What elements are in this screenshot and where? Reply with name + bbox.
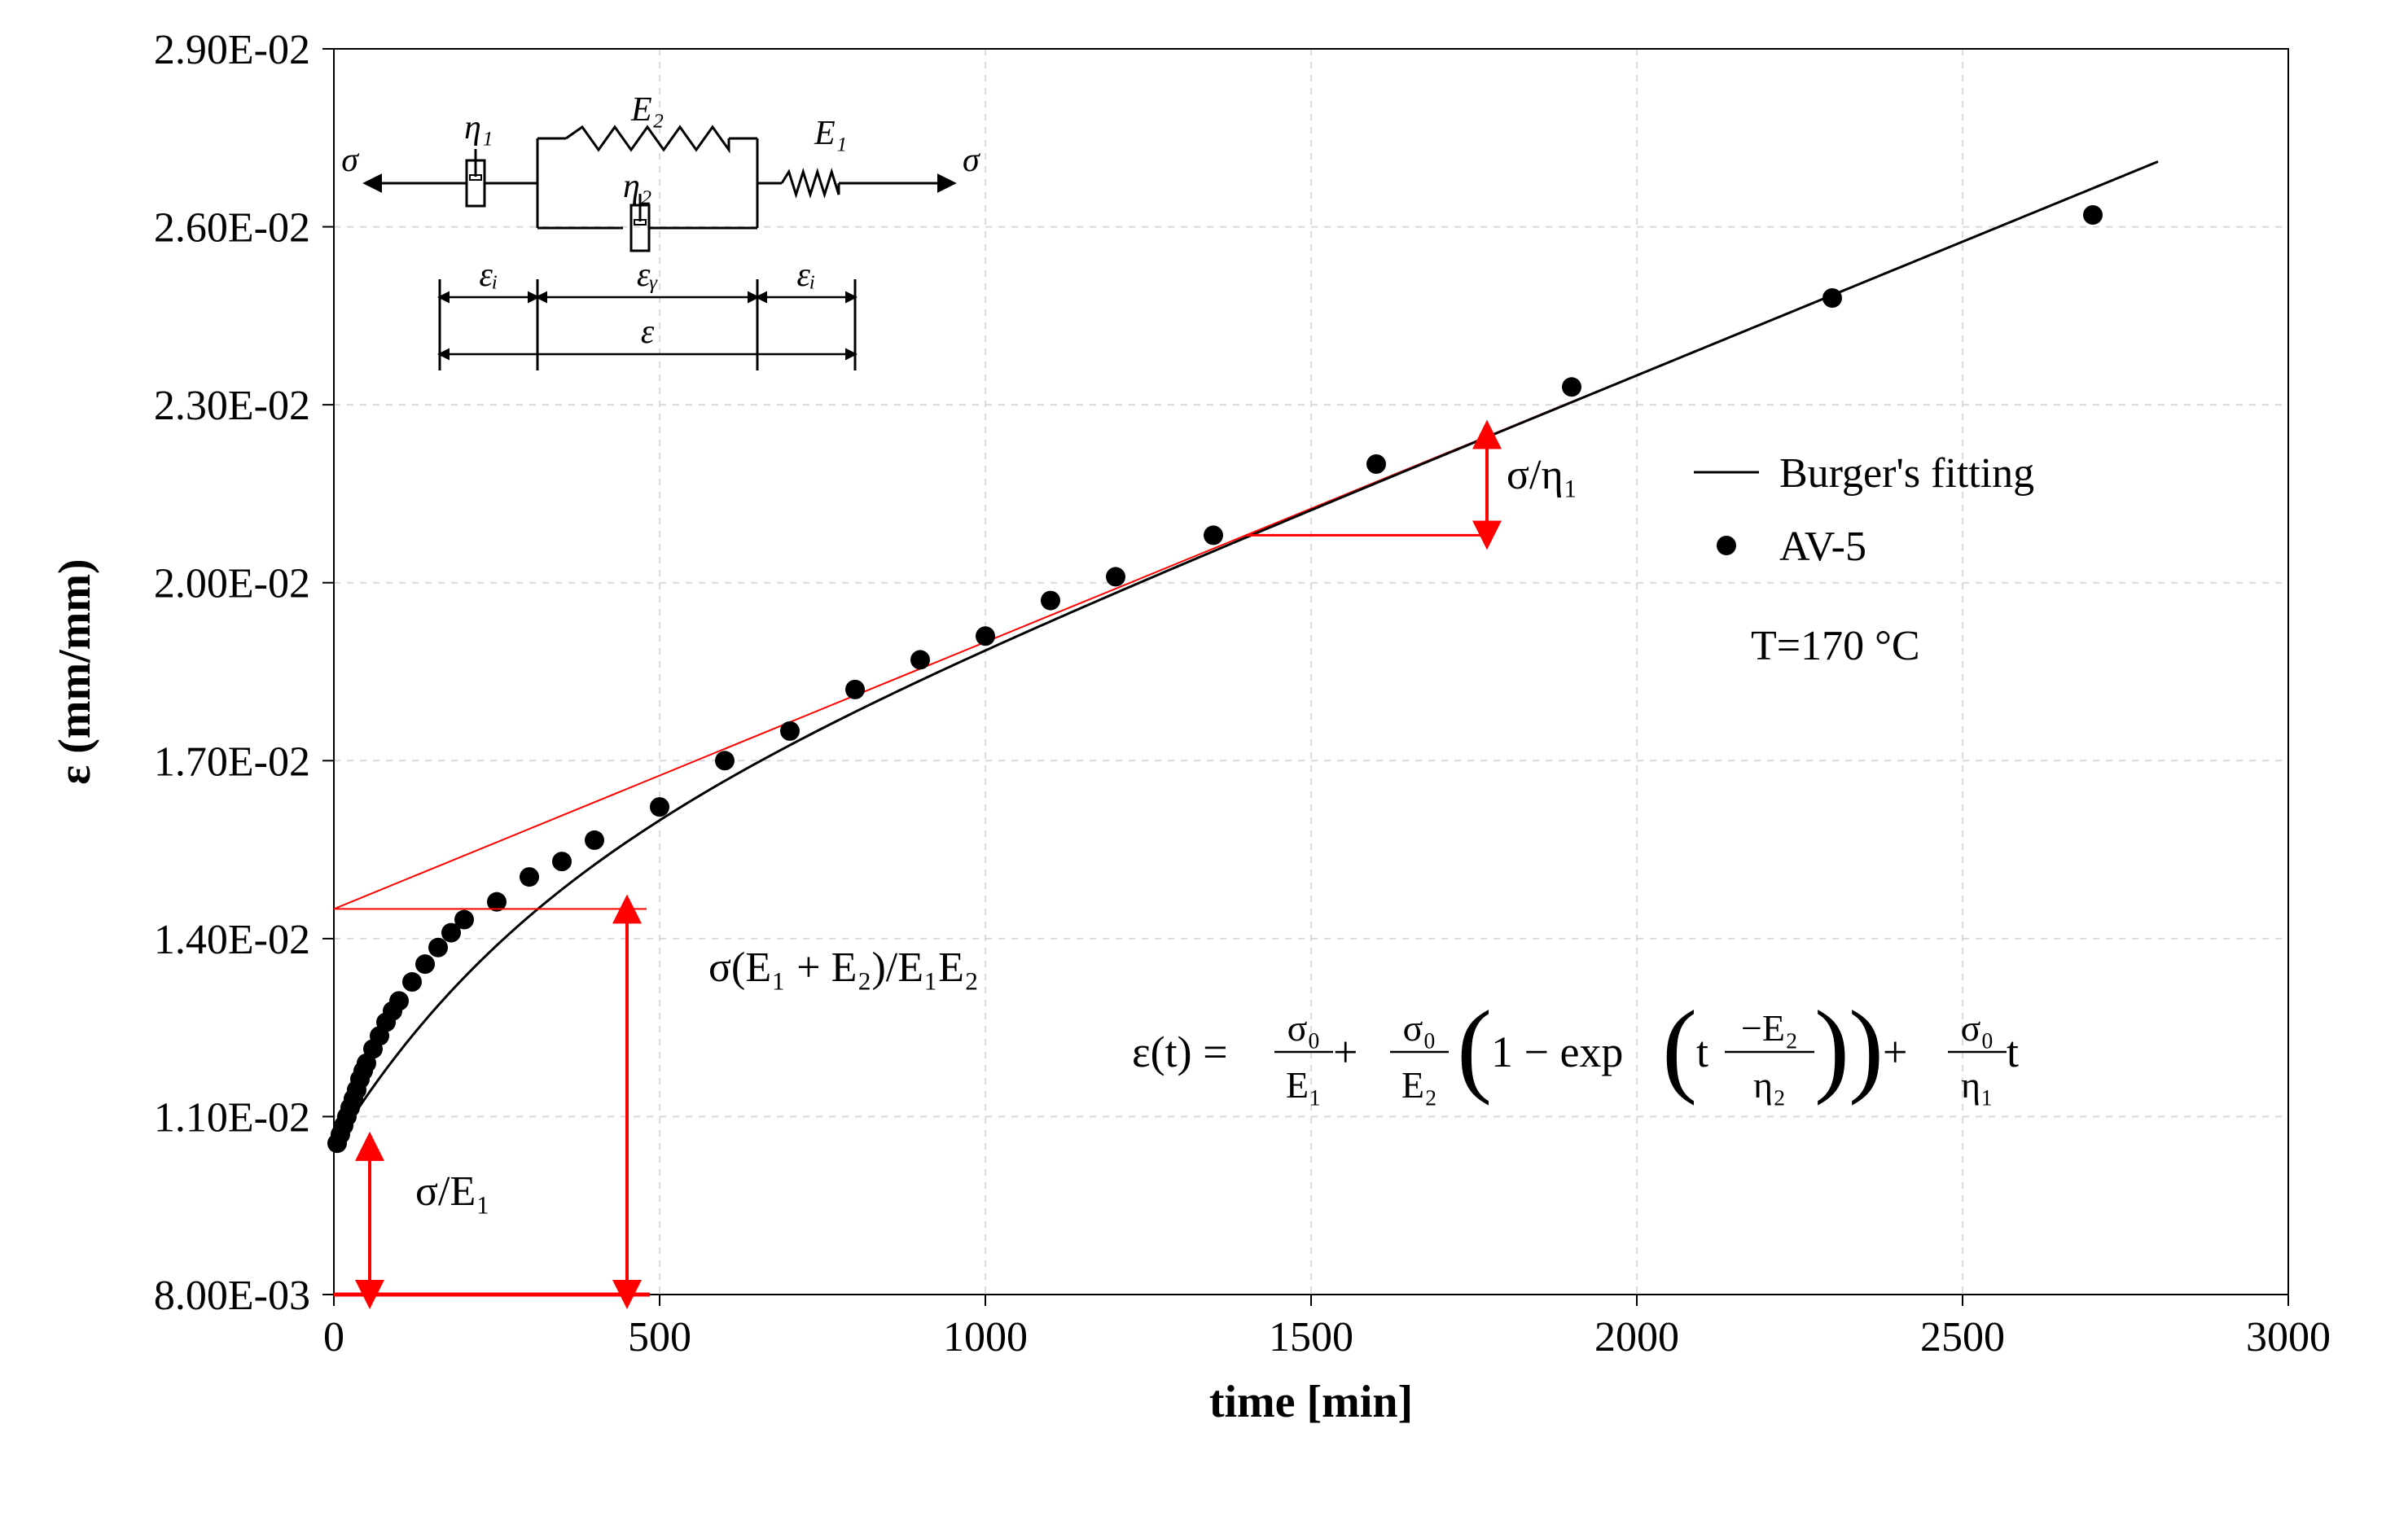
svg-text:+: +: [1883, 1027, 1907, 1076]
svg-text:E₁: E₁: [1286, 1064, 1322, 1106]
svg-text:t: t: [2007, 1027, 2019, 1076]
y-tick-label: 2.60E-02: [154, 205, 310, 252]
data-point: [976, 626, 995, 646]
x-tick-label: 1500: [1269, 1314, 1353, 1360]
creep-chart: 0 500 1000 1500 2000 2500 3000 8.00E-03 1.10E-02…: [0, 0, 2408, 1516]
data-point: [1204, 525, 1223, 545]
svg-text:σ₀: σ₀: [1287, 1007, 1321, 1049]
y-tick-label: 2.00E-02: [154, 561, 310, 607]
sigma-right-label: σ: [963, 142, 981, 179]
legend-label: AV-5: [1779, 524, 1866, 570]
data-point: [1562, 377, 1581, 397]
data-point: [1041, 591, 1060, 611]
eta2-label: η₂: [623, 168, 651, 205]
svg-text:εᵢ: εᵢ: [479, 256, 498, 294]
svg-text:σ₀: σ₀: [1403, 1007, 1436, 1049]
y-ticks: 8.00E-03 1.10E-02 1.40E-02 1.70E-02 2.00E-02…: [154, 27, 334, 1319]
sigma-e1e2-label: σ(E₁ + E₂)/E₁E₂: [708, 944, 979, 991]
data-point: [389, 991, 409, 1010]
data-point: [415, 954, 435, 974]
slope-label: σ/η₁: [1507, 452, 1578, 498]
data-point: [1106, 567, 1125, 586]
x-axis-title: time [min]: [1209, 1377, 1413, 1427]
data-point: [454, 910, 474, 930]
eta1-label: η₁: [464, 109, 493, 147]
data-point: [715, 751, 735, 770]
svg-text:1 − exp: 1 − exp: [1491, 1027, 1623, 1076]
svg-text:εᵧ: εᵧ: [637, 256, 659, 294]
e1-label: E₁: [814, 115, 847, 152]
svg-text:t: t: [1696, 1027, 1708, 1076]
data-point: [2083, 205, 2103, 225]
svg-text:η₂: η₂: [1753, 1064, 1786, 1106]
y-tick-label: 2.30E-02: [154, 383, 310, 429]
data-point: [845, 680, 865, 699]
svg-text:η₁: η₁: [1961, 1064, 1994, 1106]
sigma-left-label: σ: [341, 142, 360, 179]
legend-label: Burger's fitting: [1779, 450, 2034, 497]
x-tick-label: 2000: [1594, 1314, 1679, 1360]
sigma-over-e1-label: σ/E₁: [415, 1168, 490, 1215]
y-axis-title: ε (mm/mm): [50, 559, 100, 784]
svg-text:): ): [1814, 990, 1849, 1106]
data-point: [1366, 454, 1386, 474]
legend-temperature: T=170 °C: [1751, 623, 1920, 669]
y-tick-label: 1.10E-02: [154, 1094, 310, 1141]
svg-text:(: (: [1457, 990, 1492, 1106]
legend-marker-icon: [1717, 536, 1736, 555]
svg-text:): ): [1849, 990, 1884, 1106]
svg-text:+: +: [1333, 1027, 1358, 1076]
data-point: [428, 938, 448, 957]
svg-text:ε: ε: [641, 313, 655, 351]
svg-text:ε(t) =: ε(t) =: [1132, 1027, 1228, 1076]
x-tick-label: 500: [628, 1314, 691, 1360]
data-point: [402, 972, 422, 992]
svg-text:εᵢ: εᵢ: [796, 256, 815, 294]
svg-text:E₂: E₂: [1401, 1064, 1437, 1106]
y-tick-label: 2.90E-02: [154, 27, 310, 73]
data-point: [585, 830, 604, 850]
x-tick-label: 1000: [943, 1314, 1028, 1360]
data-point: [520, 867, 539, 887]
x-tick-label: 2500: [1920, 1314, 2005, 1360]
y-tick-label: 8.00E-03: [154, 1273, 310, 1319]
data-point: [552, 852, 572, 871]
y-tick-label: 1.70E-02: [154, 738, 310, 785]
data-point: [1822, 288, 1842, 308]
data-point: [780, 721, 800, 741]
svg-text:−E₂: −E₂: [1741, 1007, 1798, 1049]
x-tick-label: 0: [323, 1314, 344, 1360]
x-tick-label: 3000: [2246, 1314, 2331, 1360]
svg-text:σ₀: σ₀: [1961, 1007, 1994, 1049]
x-ticks: 0 500 1000 1500 2000 2500 3000: [323, 1295, 2331, 1360]
e2-label: E₂: [630, 91, 664, 129]
y-tick-label: 1.40E-02: [154, 917, 310, 963]
data-point: [650, 797, 669, 817]
svg-text:(: (: [1662, 990, 1697, 1106]
data-point: [910, 650, 930, 669]
